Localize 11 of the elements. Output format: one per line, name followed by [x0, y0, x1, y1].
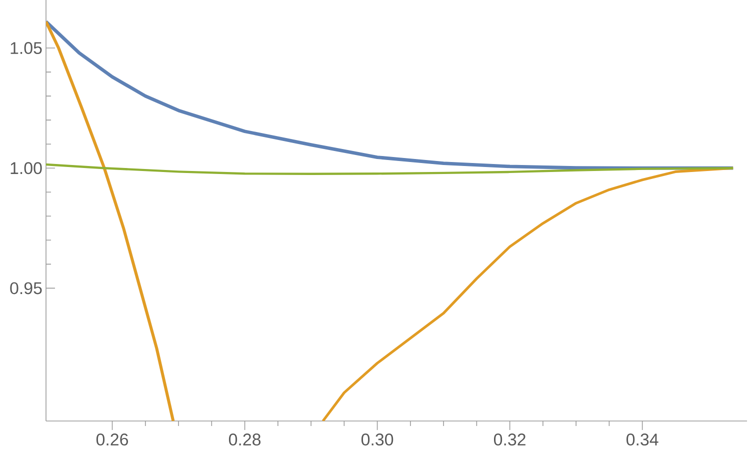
y-tick-label: 1.00 [10, 162, 42, 174]
line-series [322, 166, 734, 421]
line-series [46, 20, 175, 421]
y-tick-label: 1.05 [10, 42, 42, 54]
x-tick-label: 0.26 [96, 434, 128, 446]
x-tick-label: 0.32 [494, 434, 526, 446]
line-series [46, 163, 734, 175]
x-tick-label: 0.30 [361, 434, 394, 446]
x-tick-label: 0.28 [228, 434, 261, 446]
x-tick-label: 0.34 [626, 434, 658, 446]
y-tick-label: 0.95 [10, 282, 42, 294]
